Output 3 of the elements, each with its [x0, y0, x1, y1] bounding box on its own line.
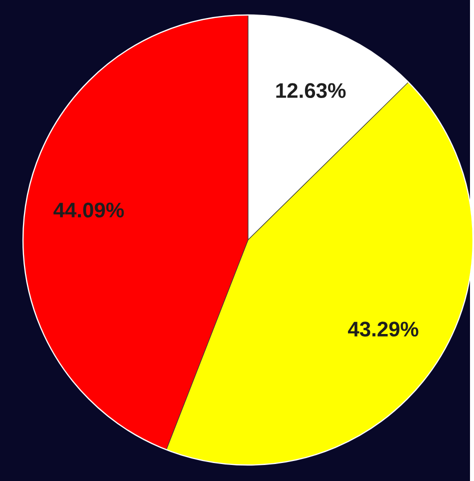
data-label: 44.09%	[54, 202, 124, 218]
data-label: 12.63%	[276, 83, 346, 98]
data-label: 43.29%	[348, 322, 419, 337]
